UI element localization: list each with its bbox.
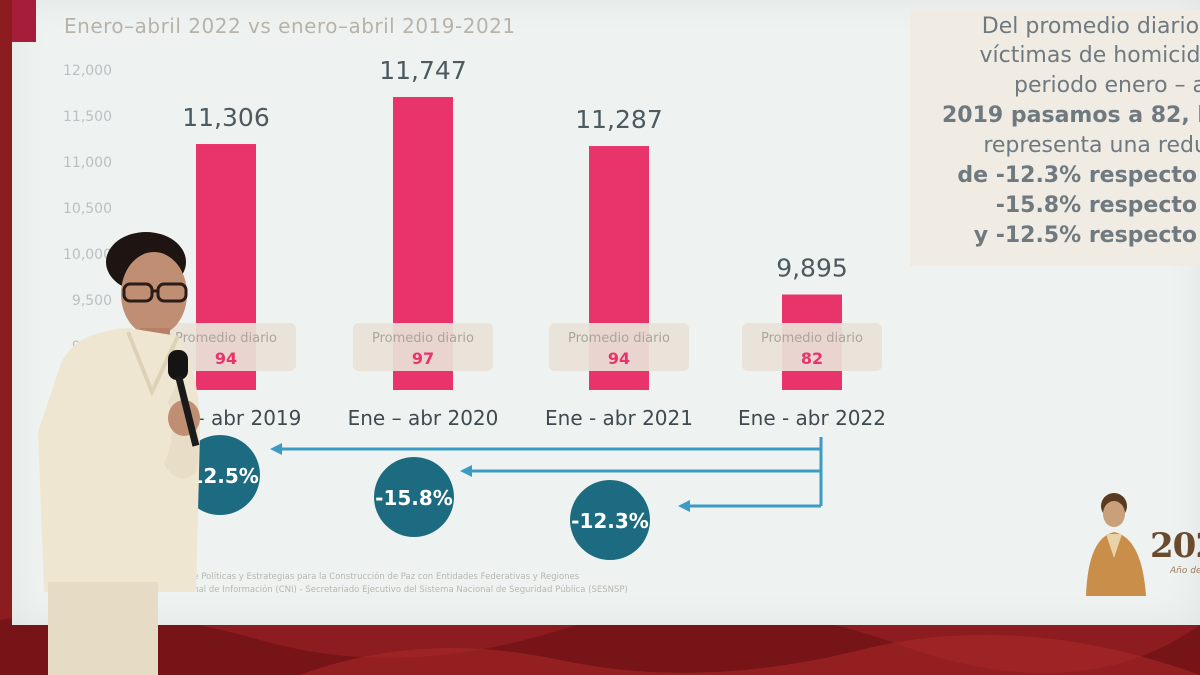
arrow-head: [678, 500, 690, 512]
category-label: Ene – abr 2020: [348, 406, 499, 430]
daily-average-value: 94: [215, 349, 237, 368]
presenter-figure: [38, 232, 200, 675]
change-circle: [570, 480, 650, 560]
y-tick-label: 9,500: [72, 293, 112, 309]
bar-value-label: 11,747: [379, 56, 466, 85]
y-tick-label: 10,500: [63, 201, 112, 217]
change-circle: [180, 435, 260, 515]
logo-subtitle: Año de: [1170, 566, 1200, 576]
category-label: Ene - abr 2021: [545, 406, 693, 430]
daily-average-label: Promedio diario: [175, 331, 277, 346]
change-label: -12.3%: [571, 509, 649, 533]
callout-line-4: 2019 pasamos a 82, lo: [941, 103, 1200, 128]
daily-average-box: [156, 323, 296, 371]
slide-subtitle: Enero–abril 2022 vs enero–abril 2019-202…: [64, 14, 516, 38]
callout-line-3: periodo enero – ab: [1013, 73, 1200, 98]
portrait-illustration: [1086, 493, 1146, 596]
callout-line-5: representa una reduc: [983, 133, 1200, 158]
callout-line-1: Del promedio diario d: [981, 14, 1200, 39]
y-tick-label: 10,000: [63, 247, 112, 263]
daily-average-box: [742, 323, 882, 371]
daily-average-value: 94: [608, 349, 630, 368]
callout-line-7: -15.8% respecto 2: [995, 193, 1200, 218]
daily-average-label: Promedio diario: [568, 331, 670, 346]
callout-line-8: y -12.5% respecto 2: [973, 223, 1200, 248]
callout-line-6: de -12.3% respecto 2: [957, 163, 1200, 188]
arrow-head: [460, 465, 472, 477]
logo-year: 2022: [1150, 526, 1200, 566]
presentation-screen: Enero–abril 2022 vs enero–abril 2019-202…: [12, 0, 1200, 625]
summary-callout: Del promedio diario d víctimas de homici…: [910, 10, 1200, 266]
bar-value-label: 9,895: [776, 254, 848, 283]
government-logo: 2022 Año de: [1062, 488, 1200, 596]
arrow-head: [270, 443, 282, 455]
bar-value-label: 11,306: [182, 103, 269, 132]
source-footnote-1: de Políticas y Estrategias para la Const…: [188, 572, 580, 582]
bar-value-label: 11,287: [575, 105, 662, 134]
category-label: Ene - abr 2022: [738, 406, 886, 430]
daily-average-value: 82: [801, 349, 823, 368]
title-accent: [12, 0, 36, 42]
daily-average-label: Promedio diario: [761, 331, 863, 346]
y-tick-label: 11,500: [63, 109, 112, 125]
daily-average-label: Promedio diario: [372, 331, 474, 346]
change-circle: [374, 457, 454, 537]
change-label: -15.8%: [375, 486, 453, 510]
source-footnote-2: onal de Información (CNI) - Secretariado…: [188, 585, 628, 595]
daily-average-box: [353, 323, 493, 371]
bar-chart: 12,00011,50011,00010,50010,0009,5009,000…: [63, 56, 886, 560]
callout-line-2: víctimas de homicidio: [979, 43, 1200, 68]
daily-average-box: [549, 323, 689, 371]
y-tick-label: 11,000: [63, 155, 112, 171]
daily-average-value: 97: [412, 349, 434, 368]
y-tick-label: 12,000: [63, 63, 112, 79]
